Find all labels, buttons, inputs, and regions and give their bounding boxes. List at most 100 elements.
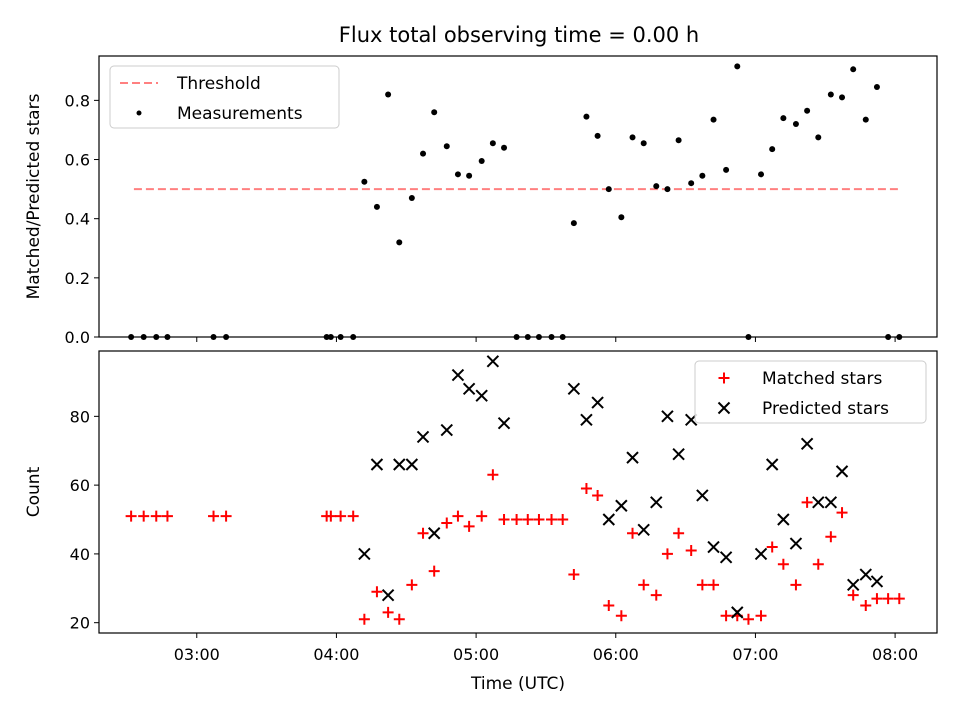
matched-star-point [568, 569, 580, 581]
measurement-point [827, 91, 834, 98]
measurement-point [710, 116, 717, 123]
plot-frame [98, 350, 938, 634]
matched-star-point [860, 599, 872, 611]
measurement-point [466, 172, 473, 179]
measurement-point [862, 116, 869, 123]
measurement-point [758, 171, 765, 178]
matched-star-point [580, 483, 592, 495]
predicted-star-point [626, 451, 639, 464]
predicted-star-point [462, 382, 476, 396]
measurement-point [385, 91, 392, 98]
predicted-star-point [451, 368, 465, 382]
matched-star-point [522, 514, 534, 526]
predicted-star-point [591, 396, 604, 409]
predicted-star-point [789, 537, 803, 550]
legend: Threshold Measurements [109, 65, 340, 129]
measurement-point [478, 158, 485, 165]
measurement-point [780, 115, 787, 122]
matched-star-point [417, 527, 429, 539]
matched-star-point [893, 593, 905, 605]
matched-star-point [125, 510, 137, 522]
measurement-point [361, 178, 368, 185]
predicted-star-point [719, 551, 733, 564]
predicted-star-point [777, 513, 790, 526]
matched-star-point [428, 565, 440, 577]
x-tick-label: 07:00 [732, 645, 778, 664]
matched-star-point [382, 606, 394, 618]
measurement-point [570, 220, 577, 227]
measurement-point [640, 140, 647, 147]
measurement-point [594, 132, 601, 139]
predicted-star-point [707, 540, 720, 554]
legend: Matched stars Predicted stars [694, 360, 927, 424]
matched-star-point [708, 579, 720, 591]
y-tick-label: 0.8 [65, 91, 90, 110]
y-tick-label: 20 [70, 614, 90, 633]
matched-star-point [511, 514, 523, 526]
predicted-star-point [754, 547, 768, 561]
matched-star-point [358, 613, 370, 625]
x-tick-label: 04:00 [313, 645, 359, 664]
matched-star-point [755, 610, 767, 622]
matched-star-point [546, 514, 558, 526]
x-tick-label: 08:00 [872, 645, 918, 664]
matched-star-point [742, 613, 754, 625]
legend-predicted-swatch [717, 401, 731, 415]
measurement-point [420, 150, 427, 157]
measurement-point [688, 180, 695, 187]
predicted-star-point [393, 458, 406, 471]
matched-star-point [603, 599, 615, 611]
predicted-star-point [602, 513, 615, 526]
measurement-point [454, 171, 461, 178]
matched-star-point [463, 520, 475, 532]
matched-star-point [836, 507, 848, 519]
matched-star-point [638, 579, 650, 591]
figure-title: Flux total observing time = 0.00 h [339, 23, 699, 47]
matched-star-point [847, 589, 859, 601]
y-tick-label: 80 [70, 407, 90, 426]
predicted-star-point [846, 578, 860, 592]
matched-star-point [393, 613, 405, 625]
x-tick-label: 06:00 [593, 645, 639, 664]
measurement-point [605, 186, 612, 193]
predicted-star-point [405, 458, 419, 471]
matched-star-point [661, 548, 673, 560]
matched-star-point [335, 510, 347, 522]
predicted-star-point [486, 355, 500, 368]
legend-label: Measurements [177, 104, 303, 124]
matched-star-point [452, 510, 464, 522]
matched-star-point [533, 514, 545, 526]
predicted-star-point [870, 575, 884, 588]
predicted-star-point [650, 496, 663, 509]
predicted-star-point [567, 382, 581, 396]
measurement-point [769, 146, 776, 153]
measurement-point [653, 183, 660, 190]
x-axis-label: Time (UTC) [470, 674, 565, 694]
measurement-point [443, 143, 450, 150]
matched-star-point [685, 544, 697, 556]
predicted-star-point [672, 447, 685, 461]
y-tick-label: 0.2 [65, 269, 90, 288]
matched-star-point [498, 514, 510, 526]
predicted-star-point [427, 527, 441, 540]
legend-matched-swatch [718, 372, 730, 384]
predicted-star-point [765, 458, 779, 471]
predicted-star-point [497, 417, 511, 430]
matched-star-point [557, 514, 569, 526]
predicted-star-point [416, 430, 430, 444]
legend-label: Predicted stars [762, 399, 889, 419]
matched-star-point [871, 593, 883, 605]
x-tick-label: 03:00 [174, 645, 220, 664]
measurement-point [850, 66, 857, 73]
legend-box [694, 360, 927, 424]
matched-star-point [777, 558, 789, 570]
measurement-point [723, 166, 730, 173]
matched-star-point [441, 517, 453, 529]
legend-measurement-swatch [136, 110, 142, 116]
matched-star-point [650, 589, 662, 601]
matched-star-point [208, 510, 220, 522]
measurement-point [873, 84, 880, 91]
matched-star-point [487, 469, 499, 481]
matched-star-point [790, 579, 802, 591]
